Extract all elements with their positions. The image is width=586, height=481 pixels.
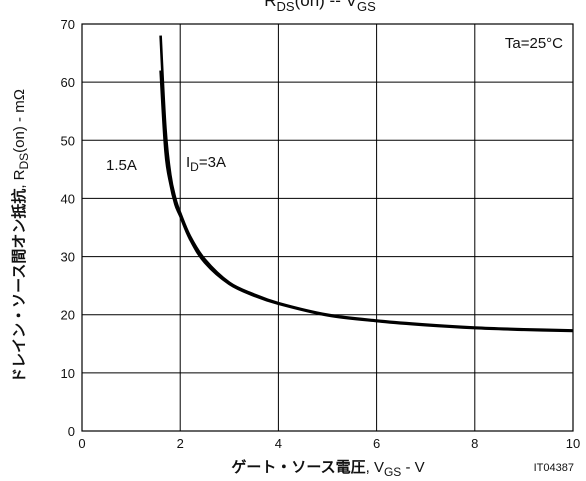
series-line-id-3a — [159, 70, 574, 333]
y-axis-ticks: 0 10 20 30 40 50 60 70 — [61, 17, 75, 439]
x-tick-label: 2 — [177, 436, 184, 451]
x-tick-label: 4 — [275, 436, 282, 451]
x-tick-label: 8 — [471, 436, 478, 451]
x-axis-label: ゲート・ソース電圧, VGS - V — [231, 458, 424, 479]
y-tick-label: 70 — [61, 17, 75, 32]
figure-code: IT04387 — [534, 462, 574, 474]
x-tick-label: 10 — [566, 436, 580, 451]
x-tick-label: 6 — [373, 436, 380, 451]
series-line-1-5a — [159, 35, 574, 332]
plot-frame — [81, 23, 574, 432]
series-label-id-3a: ID=3A — [186, 154, 226, 174]
x-tick-label: 0 — [78, 436, 85, 451]
y-tick-label: 10 — [61, 366, 75, 381]
chart-title: RDS(on) -- VGS — [264, 0, 376, 14]
series-curves — [159, 35, 574, 333]
y-tick-label: 60 — [61, 75, 75, 90]
y-axis-label: ドレイン・ソース間オン抵抗, RDS(on) - mΩ — [10, 89, 31, 383]
x-axis-ticks: 0 2 4 6 8 10 — [78, 436, 580, 451]
grid — [82, 24, 573, 431]
series-label-1-5a: 1.5A — [106, 157, 137, 174]
y-tick-label: 40 — [61, 191, 75, 206]
condition-label: Ta=25°C — [505, 35, 563, 52]
y-tick-label: 50 — [61, 133, 75, 148]
y-tick-label: 30 — [61, 250, 75, 265]
y-tick-label: 20 — [61, 308, 75, 323]
y-tick-label: 0 — [68, 424, 75, 439]
